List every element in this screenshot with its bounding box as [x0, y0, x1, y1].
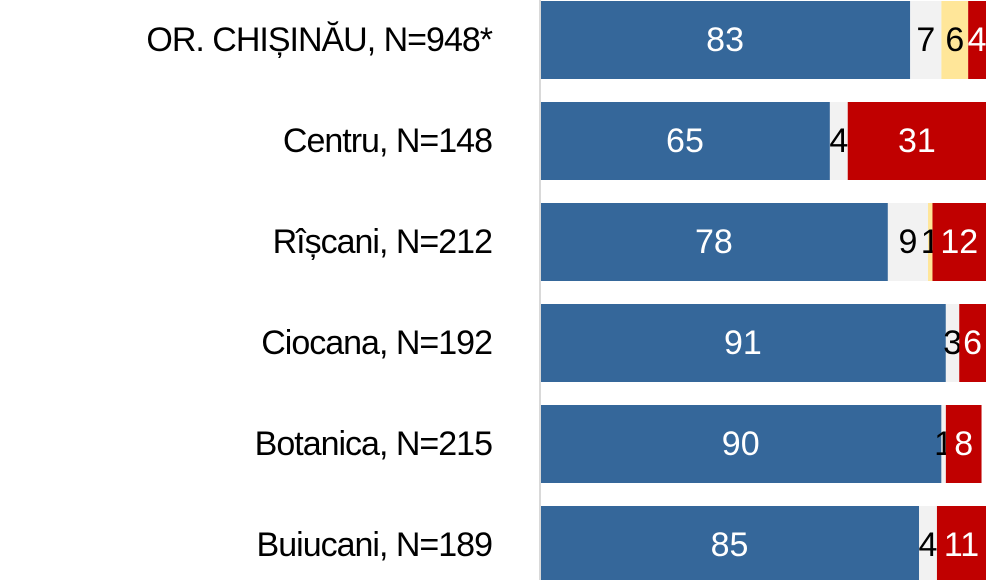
value-label: 8 [954, 425, 973, 463]
bar-segment [887, 203, 929, 281]
category-label: Rîșcani, N=212 [273, 223, 492, 261]
bar-segment [932, 203, 986, 281]
bar-segment [941, 405, 946, 483]
value-label: 31 [898, 122, 936, 160]
value-label: 12 [940, 223, 978, 261]
category-label: Botanica, N=215 [255, 425, 492, 463]
value-label: 90 [722, 425, 760, 463]
value-label: 6 [945, 21, 964, 59]
value-label: 65 [666, 122, 704, 160]
bar-segment [540, 203, 888, 281]
bar-segment [540, 506, 920, 584]
value-label: 3 [943, 324, 962, 362]
bar-segment [829, 102, 848, 180]
value-label: 7 [916, 21, 935, 59]
bar-segment [847, 102, 986, 180]
bar-segment [968, 1, 986, 79]
bar-segment [540, 405, 942, 483]
bar-segment [959, 304, 986, 382]
category-label: Buiucani, N=189 [257, 526, 493, 564]
bar-segment [540, 102, 830, 180]
bar-segment [945, 304, 960, 382]
value-label: 83 [706, 21, 744, 59]
bar-segment [919, 506, 937, 584]
bar-segment [928, 203, 933, 281]
value-label: 4 [968, 21, 987, 59]
bar-segment [910, 1, 942, 79]
value-label: 4 [829, 122, 848, 160]
category-label: OR. CHIȘINĂU, N=948* [146, 21, 492, 59]
value-label: 11 [944, 526, 979, 564]
bar-segment [941, 1, 969, 79]
value-label: 6 [963, 324, 982, 362]
bar-segment [945, 405, 982, 483]
value-label: 9 [898, 223, 917, 261]
value-label: 91 [724, 324, 762, 362]
category-label: Ciocana, N=192 [261, 324, 492, 362]
value-label: 85 [711, 526, 749, 564]
value-label: 4 [919, 526, 938, 564]
bar-segment [936, 506, 986, 584]
bar-segment [540, 1, 911, 79]
value-label: 78 [695, 223, 733, 261]
category-label: Centru, N=148 [283, 122, 492, 160]
bar-segment [540, 304, 946, 382]
